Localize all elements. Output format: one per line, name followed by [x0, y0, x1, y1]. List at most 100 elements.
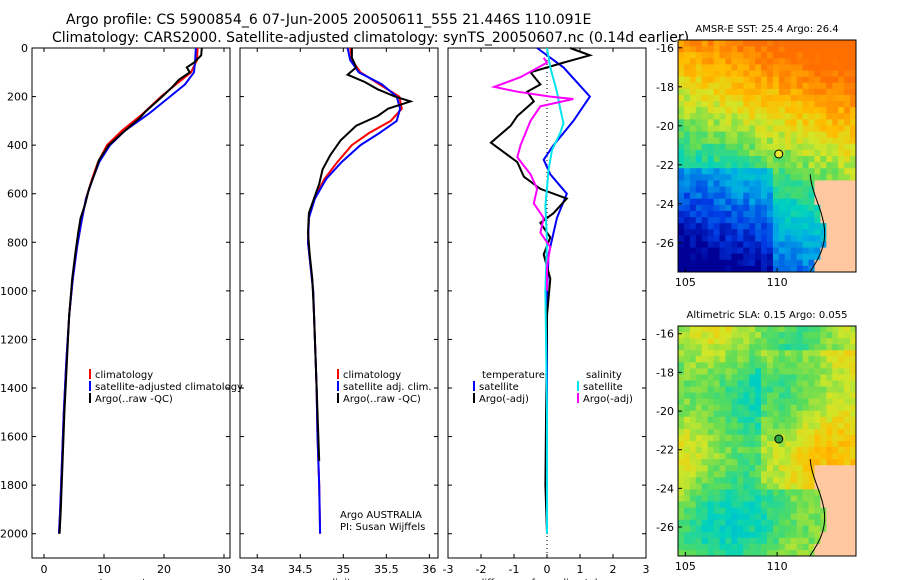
figure-title-line1: Argo profile: CS 5900854_6 07-Jun-2005 2…	[66, 12, 592, 28]
map-cell	[689, 404, 697, 412]
land-cell	[838, 192, 845, 200]
map-cell	[713, 501, 720, 508]
map-cell	[761, 441, 768, 448]
difference-profile-xlabel: difference from climatology	[478, 578, 616, 580]
map-cell	[695, 143, 703, 151]
map-cell	[772, 501, 780, 508]
map-cell	[695, 374, 703, 381]
map-cell	[701, 471, 709, 478]
map-cell	[808, 46, 815, 53]
map-x-tick-label: 110	[767, 560, 788, 573]
map-cell	[790, 465, 798, 472]
map-cell	[778, 465, 786, 472]
map-cell	[844, 356, 851, 363]
map-cell	[713, 549, 720, 557]
map-cell	[802, 489, 809, 496]
map-cell	[695, 513, 703, 521]
map-cell	[838, 434, 845, 442]
map-cell	[737, 489, 744, 496]
map-y-tick-label: -26	[656, 521, 674, 534]
map-cell	[772, 82, 780, 90]
map-cell	[737, 88, 744, 96]
map-cell	[820, 392, 827, 400]
land-cell	[832, 465, 839, 472]
map-cell	[790, 125, 798, 132]
map-cell	[826, 368, 833, 375]
map-cell	[701, 537, 709, 545]
map-cell	[725, 380, 732, 387]
land-cell	[814, 477, 821, 484]
map-cell	[683, 392, 691, 400]
map-cell	[778, 471, 786, 478]
map-cell	[731, 392, 738, 400]
series-temperature-argo	[489, 47, 594, 534]
map-cell	[814, 204, 821, 212]
map-cell	[701, 362, 709, 369]
map-cell	[790, 410, 798, 418]
map-cell	[784, 416, 792, 424]
map-cell	[731, 58, 738, 65]
map-cell	[790, 149, 798, 157]
map-cell	[838, 58, 845, 65]
map-cell	[767, 259, 774, 267]
map-cell	[707, 513, 714, 521]
map-cell	[731, 46, 738, 53]
map-cell	[678, 513, 685, 521]
map-cell	[850, 76, 857, 84]
map-cell	[832, 459, 839, 466]
map-cell	[683, 549, 691, 557]
map-cell	[832, 380, 839, 387]
map-cell	[713, 137, 720, 145]
map-cell	[755, 52, 762, 59]
land-cell	[844, 204, 851, 212]
map-cell	[850, 326, 857, 333]
map-cell	[731, 192, 738, 200]
map-cell	[701, 513, 709, 521]
map-cell	[778, 398, 786, 406]
map-cell	[772, 374, 780, 381]
map-cell	[678, 368, 685, 375]
map-cell	[749, 404, 756, 412]
map-cell	[826, 58, 833, 65]
map-cell	[790, 113, 798, 120]
map-cell	[689, 507, 697, 515]
map-cell	[838, 447, 845, 454]
map-cell	[767, 416, 774, 424]
land-cell	[850, 537, 857, 545]
map-cell	[678, 525, 685, 533]
map-cell	[796, 501, 803, 508]
map-cell	[678, 344, 685, 351]
map-cell	[683, 235, 691, 242]
map-cell	[826, 131, 833, 139]
map-cell	[838, 374, 845, 381]
map-cell	[737, 119, 744, 126]
map-cell	[743, 471, 750, 478]
map-cell	[790, 386, 798, 393]
map-cell	[767, 362, 774, 369]
map-cell	[820, 156, 827, 163]
map-cell	[689, 52, 697, 59]
map-cell	[796, 447, 803, 454]
map-cell	[761, 398, 768, 406]
map-cell	[761, 410, 768, 418]
map-cell	[796, 137, 803, 145]
map-cell	[772, 549, 780, 557]
map-cell	[731, 356, 738, 363]
map-cell	[850, 88, 857, 96]
map-cell	[695, 338, 703, 345]
map-cell	[755, 338, 762, 345]
map-cell	[743, 162, 750, 169]
map-cell	[808, 356, 815, 363]
land-cell	[838, 477, 845, 484]
map-cell	[713, 332, 720, 339]
map-cell	[731, 131, 738, 139]
map-cell	[814, 241, 821, 248]
map-cell	[678, 392, 685, 400]
map-cell	[713, 88, 720, 96]
map-y-tick-label: -24	[656, 482, 674, 495]
map-cell	[755, 210, 762, 218]
map-cell	[737, 368, 744, 375]
map-cell	[808, 64, 815, 71]
map-cell	[814, 441, 821, 448]
map-cell	[784, 525, 792, 533]
